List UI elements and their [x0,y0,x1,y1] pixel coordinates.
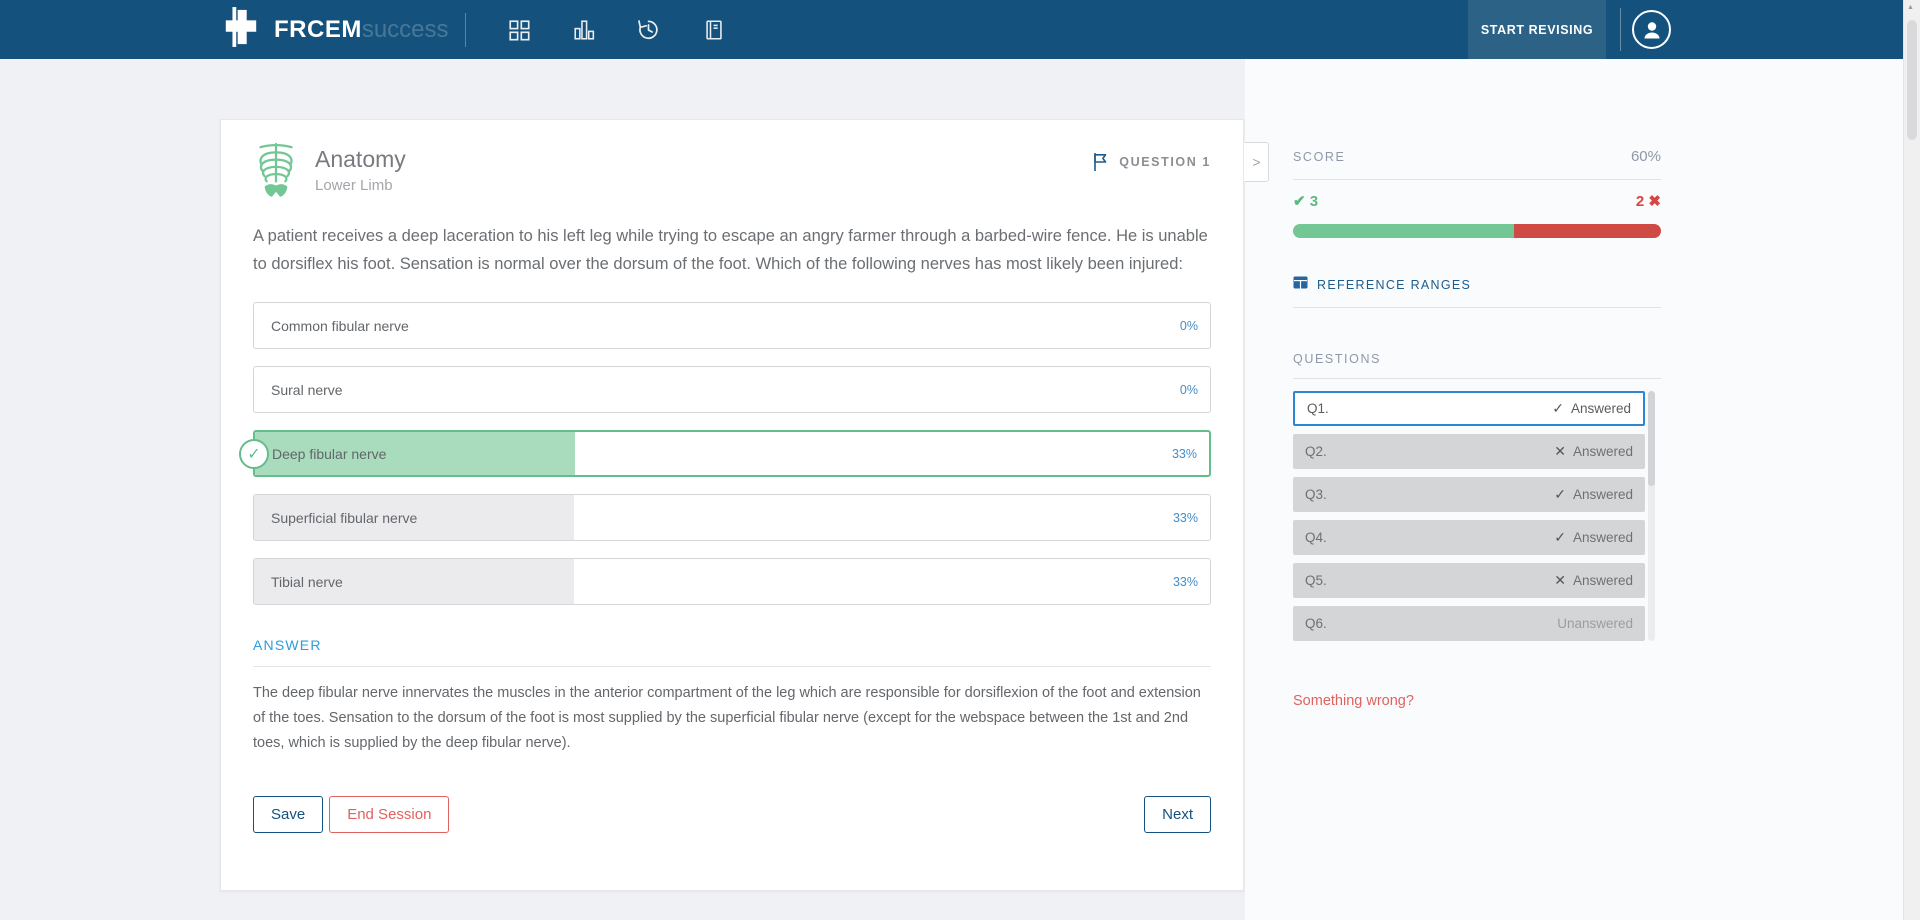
brand-suffix: success [361,15,449,43]
question-row-label: Q5. [1305,573,1327,588]
scrollbar-thumb[interactable] [1907,20,1917,140]
user-avatar-icon[interactable] [1632,10,1671,49]
question-list: Q1. ✓ Answered Q2. ✕ Answered Q3. ✓ Answere… [1293,391,1661,641]
check-icon: ✓ [1552,400,1564,416]
cross-icon: ✕ [1554,443,1566,459]
scrollbar-up-arrow-icon[interactable]: ▲ [1907,4,1914,11]
question-row-q5[interactable]: Q5. ✕ Answered [1293,563,1645,598]
answer-options: Common fibular nerve 0% Sural nerve 0% ✓… [239,302,1211,605]
option-tibial-nerve[interactable]: Tibial nerve 33% [253,558,1211,605]
question-row-status: Unanswered [1557,616,1633,631]
check-icon: ✓ [1554,529,1566,545]
ribcage-icon [253,142,299,200]
question-row-q2[interactable]: Q2. ✕ Answered [1293,434,1645,469]
top-navbar: FRCEM success [0,0,1920,59]
question-row-label: Q6. [1305,616,1327,631]
session-sidebar: SCORE 60% ✔ 3 2 ✖ REFERENCE RANGES QUEST… [1293,148,1661,710]
reference-ranges-toggle[interactable]: REFERENCE RANGES [1293,276,1661,294]
question-row-q6-unanswered[interactable]: Q6. Unanswered [1293,606,1645,641]
reference-ranges-label: REFERENCE RANGES [1317,278,1472,292]
question-row-q1-active[interactable]: Q1. ✓ Answered [1293,391,1645,426]
question-row-status: Answered [1572,487,1633,502]
option-percent: 0% [1179,382,1198,397]
start-revising-button[interactable]: START REVISING [1468,0,1606,59]
option-superficial-fibular-nerve[interactable]: Superficial fibular nerve 33% [253,494,1211,541]
score-label: SCORE [1293,149,1346,164]
option-deep-fibular-nerve-selected-correct[interactable]: ✓ Deep fibular nerve 33% [239,430,1211,477]
option-label: Superficial fibular nerve [271,509,418,526]
table-icon [1293,276,1308,294]
something-wrong-link[interactable]: Something wrong? [1293,693,1414,709]
score-value: 60% [1630,148,1661,165]
option-label: Common fibular nerve [271,317,409,334]
question-row-label: Q4. [1305,530,1327,545]
question-row-status: Answered [1570,401,1631,416]
brand-name: FRCEM [274,15,362,43]
card-footer: Save End Session Next [253,796,1211,833]
question-row-label: Q2. [1305,444,1327,459]
question-row-status: Answered [1572,444,1633,459]
incorrect-count: 2 ✖ [1635,193,1661,210]
option-percent-fill [254,559,575,604]
question-row-q4[interactable]: Q4. ✓ Answered [1293,520,1645,555]
correct-check-icon: ✓ [239,438,269,469]
question-list-scroll-thumb[interactable] [1648,391,1655,486]
question-card: Anatomy Lower Limb QUESTION 1 A patient … [220,119,1244,891]
chevron-right-icon: > [1252,154,1261,170]
option-common-fibular-nerve[interactable]: Common fibular nerve 0% [253,302,1211,349]
category-subtitle: Lower Limb [315,177,393,194]
check-icon: ✔ [1293,193,1306,210]
navbar-divider [1620,8,1621,51]
option-label: Tibial nerve [271,573,343,590]
option-percent-fill [255,432,575,475]
score-bar-correct-segment [1293,224,1514,238]
option-percent: 33% [1171,446,1197,461]
answer-explanation: The deep fibular nerve innervates the mu… [253,685,1201,751]
check-icon: ✓ [1554,486,1566,502]
next-button[interactable]: Next [1144,796,1211,833]
option-label: Deep fibular nerve [272,445,387,462]
question-row-label: Q1. [1307,401,1329,416]
questions-label: QUESTIONS [1293,352,1382,366]
divider [1293,378,1661,379]
option-percent: 33% [1172,574,1198,589]
brand-logo[interactable]: FRCEM success [222,6,449,53]
question-text: A patient receives a deep laceration to … [253,227,1208,273]
score-bar-incorrect-segment [1513,224,1661,238]
answer-section-heading: ANSWER [253,637,1211,667]
option-percent-fill [254,495,575,540]
correct-count: ✔ 3 [1293,193,1319,210]
end-session-button[interactable]: End Session [329,796,450,833]
question-row-status: Answered [1572,530,1633,545]
question-row-label: Q3. [1305,487,1327,502]
question-row-status: Answered [1572,573,1633,588]
flag-icon[interactable] [1092,152,1109,172]
cross-icon: ✖ [1648,193,1661,210]
save-button[interactable]: Save [253,796,324,833]
divider [1293,307,1661,308]
grid-icon[interactable] [506,17,532,43]
navbar-divider [464,12,466,47]
bar-chart-icon[interactable] [571,17,597,43]
history-icon[interactable] [636,17,662,43]
option-sural-nerve[interactable]: Sural nerve 0% [253,366,1211,413]
option-label: Sural nerve [271,381,343,398]
book-icon[interactable] [701,17,727,43]
question-list-scrollbar[interactable] [1648,391,1655,641]
option-percent: 0% [1179,318,1198,333]
browser-scrollbar[interactable]: ▲ [1903,0,1920,920]
divider [1293,179,1661,180]
card-header: Anatomy Lower Limb QUESTION 1 [253,142,1211,200]
question-number-label: QUESTION 1 [1119,155,1211,169]
collapse-panel-button[interactable]: > [1244,142,1269,182]
cross-icon: ✕ [1554,572,1566,588]
option-percent: 33% [1172,510,1198,525]
medical-cross-logo-icon [222,6,260,53]
score-progress-bar [1293,224,1661,238]
question-row-q3[interactable]: Q3. ✓ Answered [1293,477,1645,512]
category-title: Anatomy [315,146,406,172]
